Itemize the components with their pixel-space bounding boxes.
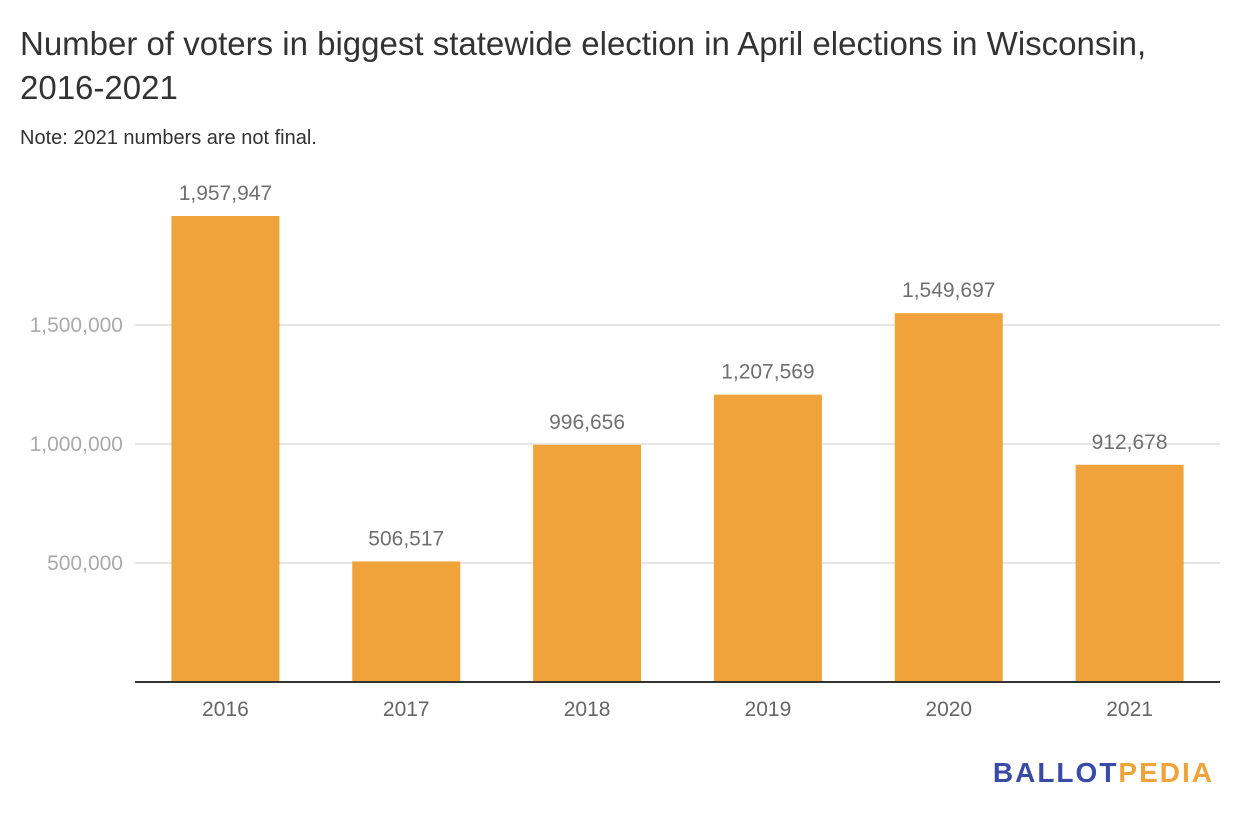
data-label: 912,678 (1092, 431, 1168, 454)
bar-2020 (894, 313, 1003, 682)
chart-title: Number of voters in biggest statewide el… (20, 25, 1147, 106)
data-labels: 1,957,947 506,517 996,656 1,207,569 1,549,69… (179, 182, 1168, 550)
bar-2017 (352, 561, 461, 682)
chart-subtitle: Note: 2021 numbers are not final. (20, 127, 317, 149)
y-tick-label: 1,500,000 (30, 314, 123, 337)
x-tick-label: 2019 (745, 698, 792, 721)
data-label: 996,656 (549, 411, 625, 434)
x-tick-label: 2018 (564, 698, 611, 721)
y-tick-label: 500,000 (47, 552, 123, 575)
data-label: 506,517 (368, 527, 444, 550)
bar-2018 (533, 444, 642, 682)
x-tick-label: 2021 (1106, 698, 1153, 721)
gridlines (135, 324, 1220, 564)
bar-2016 (171, 216, 280, 683)
y-tick-label: 1,000,000 (30, 433, 123, 456)
bars (171, 216, 1184, 683)
bar-2019 (713, 394, 822, 682)
data-label: 1,957,947 (179, 182, 272, 205)
x-tick-label: 2016 (202, 698, 249, 721)
data-label: 1,549,697 (902, 279, 995, 302)
data-label: 1,207,569 (721, 361, 814, 384)
x-axis-labels: 2016 2017 2018 2019 2020 2021 (202, 698, 1153, 721)
logo-part-ballot: BALLOT (992, 757, 1119, 788)
bar-2021 (1075, 464, 1184, 682)
y-axis-ticks: 500,000 1,000,000 1,500,000 (30, 314, 123, 575)
ballotpedia-logo: BALLOTPEDIA (993, 757, 1214, 789)
logo-part-pedia: PEDIA (1118, 757, 1214, 788)
x-tick-label: 2020 (925, 698, 972, 721)
x-tick-label: 2017 (383, 698, 430, 721)
